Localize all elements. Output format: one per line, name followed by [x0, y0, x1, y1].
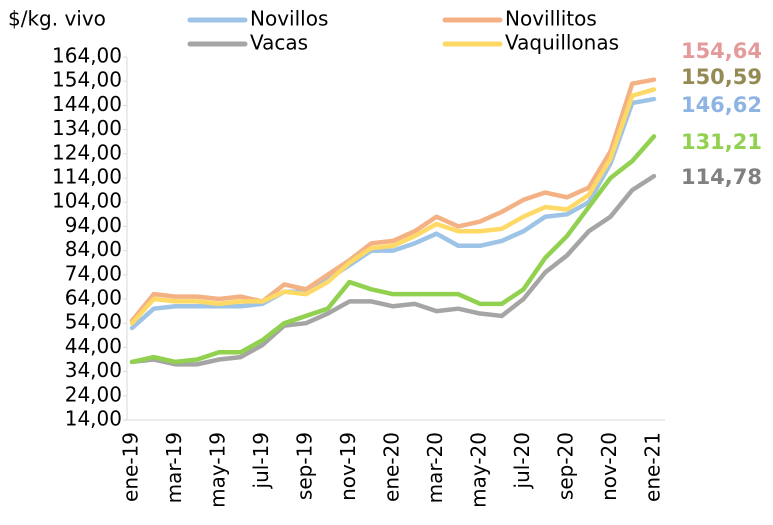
y-tick-label: 114,00	[52, 165, 122, 189]
y-tick-label: 154,00	[52, 68, 122, 92]
x-tick-label: may-20	[467, 432, 491, 508]
y-tick-label: 124,00	[52, 140, 122, 164]
legend-label: Vaquillonas	[505, 31, 619, 55]
x-tick-label: mar-20	[423, 432, 447, 503]
y-tick-label: 104,00	[52, 189, 122, 213]
y-tick-label: 164,00	[52, 44, 122, 68]
x-tick-label: sep-19	[293, 432, 317, 500]
x-tick-label: may-19	[206, 432, 230, 508]
series-line	[129, 134, 657, 365]
x-tick-label: ene-21	[641, 432, 665, 502]
x-tick-label: sep-20	[554, 432, 578, 500]
x-tick-label: mar-19	[162, 432, 186, 503]
legend-label: Novillitos	[505, 7, 597, 31]
y-tick-label: 74,00	[65, 261, 122, 285]
x-tick-label: jul-19	[249, 432, 273, 489]
y-axis-label: $/kg. vivo	[8, 7, 106, 31]
value-label: 150,59	[681, 65, 762, 89]
y-tick-label: 14,00	[65, 407, 122, 431]
y-tick-label: 84,00	[65, 237, 122, 261]
x-tick-label: ene-19	[119, 432, 143, 502]
x-tick-label: jul-20	[510, 432, 534, 489]
value-label: 154,64	[681, 39, 762, 63]
y-tick-label: 64,00	[65, 286, 122, 310]
value-label: 131,21	[681, 130, 762, 154]
y-tick-label: 24,00	[65, 382, 122, 406]
x-tick-label: nov-20	[597, 432, 621, 501]
series-line	[129, 87, 657, 326]
x-tick-label: nov-19	[336, 432, 360, 501]
x-tick-label: ene-20	[380, 432, 404, 502]
y-tick-label: 44,00	[65, 334, 122, 358]
y-tick-label: 54,00	[65, 310, 122, 334]
series-line	[129, 77, 657, 324]
value-label: 114,78	[681, 165, 762, 189]
series-line	[129, 173, 657, 367]
value-label: 146,62	[681, 93, 762, 117]
legend-label: Novillos	[250, 7, 328, 31]
y-tick-label: 134,00	[52, 116, 122, 140]
y-tick-label: 34,00	[65, 358, 122, 382]
legend-label: Vacas	[250, 31, 308, 55]
y-tick-label: 144,00	[52, 92, 122, 116]
series-line	[129, 96, 657, 331]
y-tick-label: 94,00	[65, 213, 122, 237]
